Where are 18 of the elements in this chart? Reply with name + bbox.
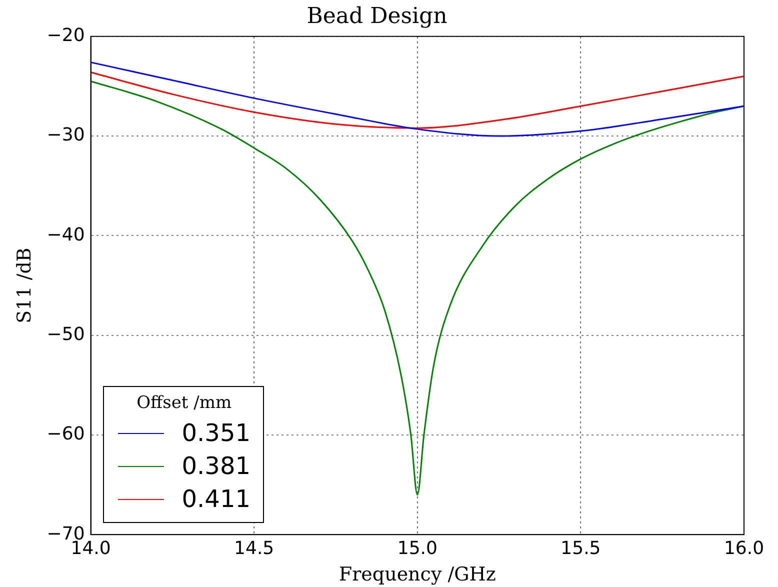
legend-label: 0.351 bbox=[182, 418, 250, 449]
y-tick-label: −50 bbox=[46, 324, 85, 345]
x-axis-title: Frequency /GHz bbox=[338, 564, 496, 586]
y-tick-label: −60 bbox=[46, 424, 85, 445]
x-tick-label: 15.5 bbox=[560, 538, 601, 560]
x-tick-label: 16.0 bbox=[724, 538, 764, 560]
line-series bbox=[90, 72, 744, 129]
chart-title: Bead Design bbox=[306, 4, 448, 29]
x-tick-label: 15.0 bbox=[397, 538, 438, 560]
legend-title: Offset /mm bbox=[136, 392, 233, 413]
y-tick-label: −30 bbox=[46, 124, 85, 146]
legend-label: 0.381 bbox=[182, 450, 250, 482]
line-series bbox=[90, 62, 744, 137]
legend-label: 0.411 bbox=[182, 484, 250, 515]
x-tick-label: 14.5 bbox=[234, 538, 274, 560]
y-tick-label: −40 bbox=[46, 224, 85, 246]
y-tick-label: −20 bbox=[46, 25, 85, 46]
y-axis-title: S11 /dB bbox=[13, 248, 36, 324]
